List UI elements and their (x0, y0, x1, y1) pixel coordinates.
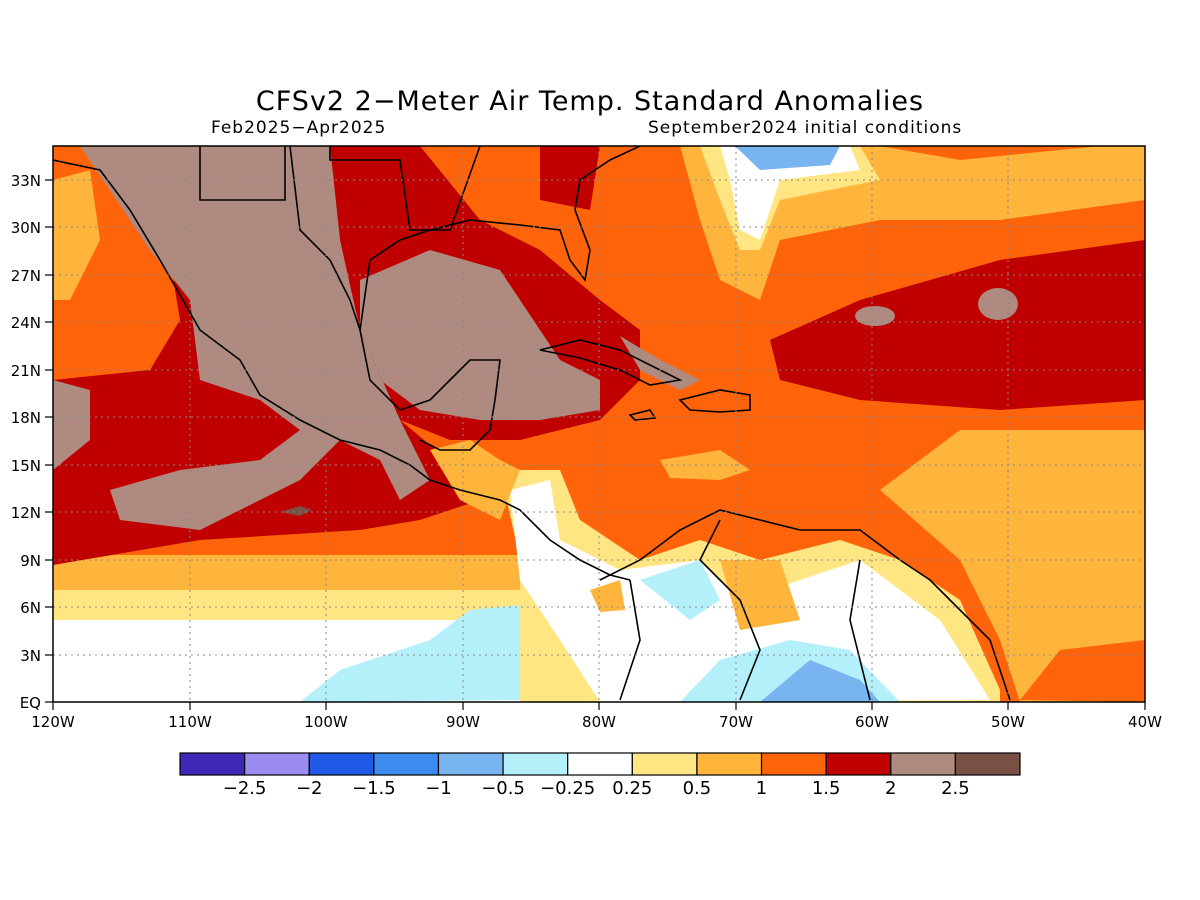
colorbar-swatch (179, 752, 246, 776)
colorbar-label: −2 (296, 778, 323, 799)
colorbar-label: −0.25 (540, 778, 595, 799)
lat-label: 24N (11, 314, 41, 332)
lon-label: 70W (719, 713, 753, 731)
lon-label: 60W (855, 713, 889, 731)
colorbar-label: 2 (885, 778, 896, 799)
anomaly-field (53, 146, 1145, 702)
grid-lines (53, 146, 1145, 702)
colorbar-label: −2.5 (223, 778, 267, 799)
lon-label: 100W (304, 713, 348, 731)
colorbar-label: 1 (756, 778, 767, 799)
colorbar: −2.5 −2 −1.5 −1 −0.5 −0.25 0.25 0.5 1 1.5 2 2.5 (179, 752, 1021, 799)
colorbar-label: 0.5 (683, 778, 712, 799)
lon-label: 110W (168, 713, 212, 731)
lon-label: 120W (31, 713, 75, 731)
lat-label: 6N (20, 599, 41, 617)
lat-label: 12N (11, 504, 41, 522)
lon-label: 80W (582, 713, 616, 731)
lat-label: 27N (11, 267, 41, 285)
longitude-labels: 120W 110W 100W 90W 80W 70W 60W 50W 40W (31, 713, 1162, 731)
colorbar-swatch (696, 752, 763, 776)
forecast-period: Feb2025−Apr2025 (211, 118, 387, 138)
coastlines (53, 146, 1011, 701)
colorbar-swatch (437, 752, 504, 776)
lat-label: EQ (20, 694, 41, 712)
colorbar-swatch (954, 752, 1021, 776)
colorbar-swatch (502, 752, 569, 776)
colorbar-label: −1 (425, 778, 452, 799)
colorbar-swatch (373, 752, 440, 776)
lon-label: 90W (446, 713, 480, 731)
axis-ticks (45, 179, 1146, 710)
lat-label: 21N (11, 362, 41, 380)
colorbar-label: 0.25 (612, 778, 652, 799)
colorbar-label: −0.5 (481, 778, 525, 799)
colorbar-swatch (244, 752, 310, 776)
lat-label: 3N (20, 647, 41, 665)
lat-label: 30N (11, 219, 41, 237)
colorbar-swatch (308, 752, 375, 776)
initial-conditions: September2024 initial conditions (648, 118, 963, 138)
colorbar-swatch (760, 752, 827, 776)
lat-label: 15N (11, 457, 41, 475)
lat-label: 9N (20, 552, 41, 570)
colorbar-swatch (825, 752, 892, 776)
colorbar-label: 2.5 (941, 778, 970, 799)
latitude-labels: EQ 3N 6N 9N 12N 15N 18N 21N 24N 27N 30N … (11, 172, 41, 712)
lat-label: 33N (11, 172, 41, 190)
colorbar-swatch (890, 752, 956, 776)
colorbar-label: −1.5 (352, 778, 396, 799)
lon-label: 50W (991, 713, 1025, 731)
colorbar-swatch (631, 752, 698, 776)
colorbar-label: 1.5 (812, 778, 841, 799)
lat-label: 18N (11, 409, 41, 427)
lon-label: 40W (1128, 713, 1162, 731)
chart-title: CFSv2 2−Meter Air Temp. Standard Anomali… (255, 86, 925, 117)
colorbar-swatch (567, 752, 633, 776)
